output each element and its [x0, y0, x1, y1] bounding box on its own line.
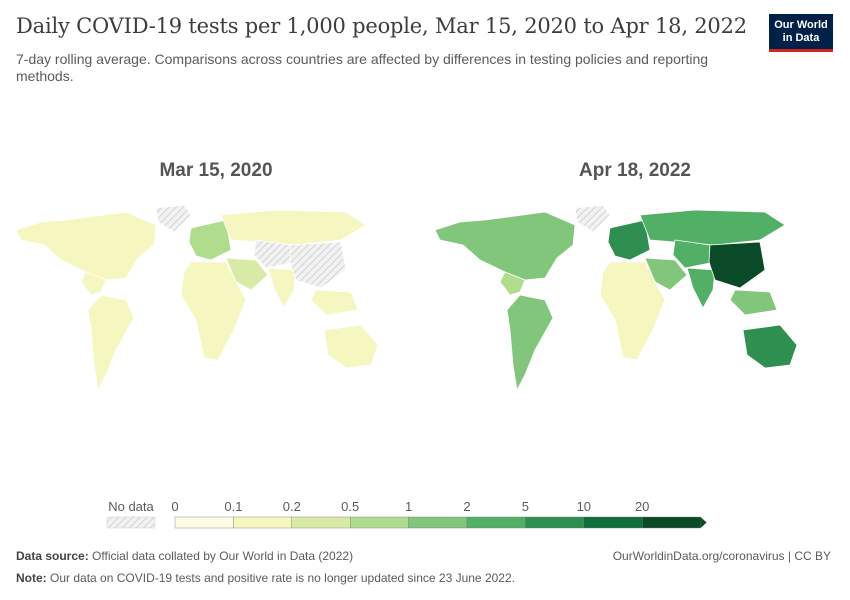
logo-line-2: in Data: [782, 32, 820, 44]
legend-tick-7: 10: [577, 499, 591, 514]
region-central-america[interactable]: [499, 271, 526, 296]
region-russia[interactable]: [639, 209, 786, 246]
legend-tick-0: 0: [171, 499, 178, 514]
region-europe[interactable]: [188, 219, 232, 261]
region-africa[interactable]: [599, 261, 666, 361]
region-europe[interactable]: [607, 219, 651, 261]
legend-no-data-label: No data: [108, 499, 154, 514]
source-label: Data source:: [16, 549, 89, 563]
region-central-asia[interactable]: [253, 239, 297, 269]
legend-tick-2: 0.2: [283, 499, 301, 514]
region-southeast-asia[interactable]: [729, 289, 778, 316]
legend-swatch-6: [525, 516, 585, 529]
legend-swatch-4: [408, 516, 468, 529]
region-south-america[interactable]: [506, 294, 554, 392]
legend-tick-5: 2: [463, 499, 470, 514]
legend-arrow: [700, 517, 707, 528]
region-greenland[interactable]: [574, 204, 611, 233]
region-greenland[interactable]: [155, 204, 192, 233]
region-australia[interactable]: [742, 324, 798, 369]
legend-swatch-8: [642, 516, 701, 529]
region-africa[interactable]: [180, 261, 247, 361]
footer-source: Data source: Official data collated by O…: [16, 549, 353, 563]
region-australia[interactable]: [323, 324, 379, 369]
chart-title: Daily COVID-19 tests per 1,000 people, M…: [16, 14, 747, 38]
world-map-left: [15, 204, 379, 392]
map-right-title: Apr 18, 2022: [579, 160, 691, 181]
region-central-america[interactable]: [80, 271, 107, 296]
region-china[interactable]: [289, 241, 347, 289]
note-label: Note:: [16, 571, 47, 585]
region-south-asia[interactable]: [686, 267, 716, 309]
legend-swatch-3: [350, 516, 409, 529]
region-north-america[interactable]: [434, 211, 576, 281]
legend-swatch-5: [466, 516, 526, 529]
legend-swatch-7: [583, 516, 643, 529]
color-legend: No data 0 0.1 0.2 0.5 1 2 5 10 20: [106, 499, 707, 529]
legend-swatch-1: [233, 516, 292, 529]
footer-note: Note: Our data on COVID-19 tests and pos…: [16, 571, 515, 585]
legend-no-data-swatch: [106, 516, 156, 529]
logo-line-1: Our World: [774, 19, 828, 31]
legend-swatch-2: [291, 516, 351, 529]
note-text: Our data on COVID-19 tests and positive …: [50, 571, 515, 585]
legend-tick-1: 0.1: [224, 499, 242, 514]
source-text: Official data collated by Our World in D…: [92, 549, 354, 563]
chart-subtitle: 7-day rolling average. Comparisons acros…: [16, 51, 709, 84]
legend-tick-3: 0.5: [341, 499, 359, 514]
world-map-right: [434, 204, 798, 392]
legend-tick-8: 20: [635, 499, 649, 514]
owid-logo[interactable]: Our World in Data: [769, 14, 833, 52]
legend-swatch-0: [174, 516, 234, 529]
region-central-asia[interactable]: [672, 239, 716, 269]
region-southeast-asia[interactable]: [310, 289, 359, 316]
region-south-america[interactable]: [87, 294, 135, 392]
region-russia[interactable]: [220, 209, 367, 246]
region-south-asia[interactable]: [267, 267, 297, 309]
footer-url-link[interactable]: OurWorldinData.org/coronavirus | CC BY: [612, 549, 831, 563]
map-left-title: Mar 15, 2020: [159, 160, 273, 181]
region-china[interactable]: [708, 241, 766, 289]
region-north-america[interactable]: [15, 211, 157, 281]
legend-tick-4: 1: [405, 499, 412, 514]
legend-tick-6: 5: [522, 499, 529, 514]
